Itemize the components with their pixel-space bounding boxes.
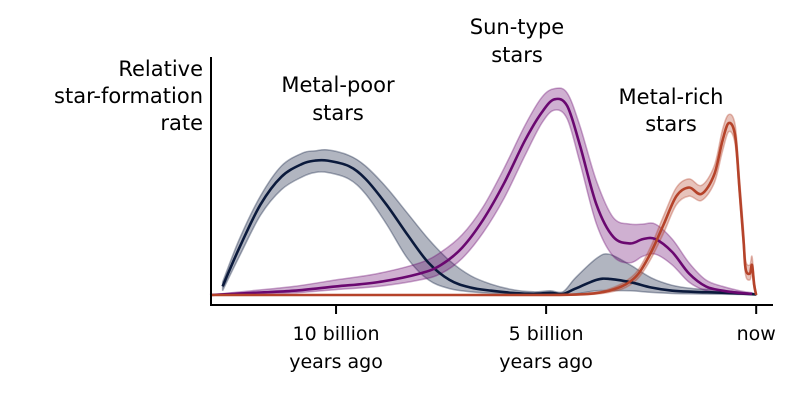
x-tick-label-1-line-2: years ago xyxy=(499,351,593,373)
line-metal-poor xyxy=(221,158,757,296)
series-label-metal-rich-line-1: Metal-rich xyxy=(619,85,724,109)
series-label-sun-type: Sun-type stars xyxy=(470,15,564,67)
x-tick-label-2-line-1: now xyxy=(737,323,776,345)
series-label-metal-poor-line-2: stars xyxy=(312,101,364,125)
x-tick-label-1-line-1: 5 billion xyxy=(509,323,584,345)
y-axis-label-line-3: rate xyxy=(160,111,203,135)
line-sun-type xyxy=(209,97,753,297)
x-tick-label-0-line-1: 10 billion xyxy=(293,323,380,345)
series-label-metal-poor: Metal-poor stars xyxy=(281,73,395,125)
series-label-metal-rich-line-2: stars xyxy=(645,112,697,136)
series-lines xyxy=(209,97,758,297)
y-axis-label-line-1: Relative xyxy=(118,57,203,81)
series-label-metal-poor-line-1: Metal-poor xyxy=(281,73,395,97)
y-axis-label: Relative star-formation rate xyxy=(54,57,203,135)
series-label-metal-rich: Metal-rich stars xyxy=(619,85,724,136)
x-tick-label-0-line-2: years ago xyxy=(289,351,383,373)
series-label-sun-type-line-1: Sun-type xyxy=(470,15,564,39)
x-axis-ticks: 10 billion years ago 5 billion years ago now xyxy=(289,305,776,373)
series-label-sun-type-line-2: stars xyxy=(491,43,543,67)
y-axis-label-line-2: star-formation xyxy=(54,84,203,108)
band-metal-rich xyxy=(210,113,757,296)
line-metal-rich xyxy=(210,121,758,297)
